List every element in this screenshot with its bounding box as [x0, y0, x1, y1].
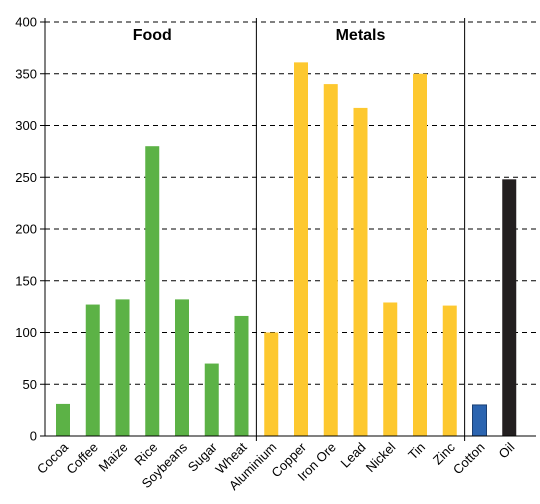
x-tick-label: Nickel: [363, 439, 399, 475]
bar-wheat: [234, 315, 249, 436]
y-tick-label: 300: [15, 118, 37, 133]
bar-lead: [353, 107, 368, 436]
bar-rice: [145, 146, 160, 436]
x-tick-label: Tin: [405, 440, 428, 463]
bar-sugar: [204, 363, 219, 436]
y-tick-label: 50: [23, 377, 37, 392]
x-tick-label: Cocoa: [34, 439, 72, 477]
y-tick-label: 400: [15, 15, 37, 30]
x-tick-label: Coffee: [63, 440, 101, 478]
bar-copper: [294, 62, 308, 437]
group-label-metals: Metals: [336, 27, 386, 44]
bar-tin: [413, 73, 427, 436]
x-tick-label: Cotton: [450, 440, 488, 478]
y-tick-label: 100: [15, 325, 37, 340]
y-tick-label: 350: [15, 66, 37, 81]
y-tick-label: 0: [30, 429, 37, 444]
bars: [56, 62, 517, 437]
bar-maize: [115, 299, 130, 436]
group-label-food: Food: [133, 27, 172, 44]
bar-coffee: [85, 304, 100, 436]
y-tick-label: 250: [15, 170, 37, 185]
bar-cotton: [472, 404, 487, 437]
y-tick-label: 150: [15, 273, 37, 288]
bar-iron-ore: [323, 84, 338, 436]
group-labels: Food Metals: [133, 27, 386, 44]
bar-cocoa: [56, 403, 70, 436]
y-tick-labels: 0 50 100 150 200 250 300 350 400: [15, 15, 37, 444]
bar-aluminium: [264, 332, 279, 436]
x-tick-label: Oil: [496, 439, 518, 461]
bar-nickel: [383, 302, 398, 436]
x-tick-label: Maize: [95, 440, 130, 475]
bar-soybeans: [175, 299, 189, 436]
bar-oil: [502, 179, 517, 436]
group-dividers: [255, 18, 466, 441]
axes: [40, 18, 536, 437]
bar-zinc: [442, 305, 457, 436]
y-tick-label: 200: [15, 222, 37, 237]
